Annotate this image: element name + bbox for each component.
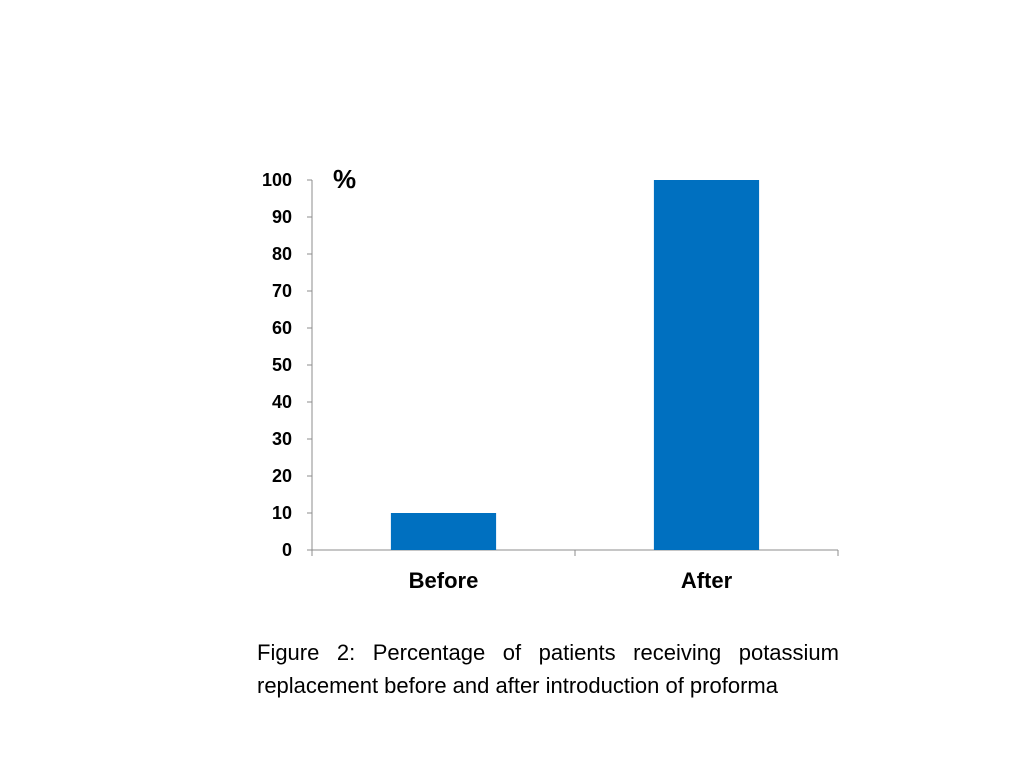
y-tick-label: 10 xyxy=(272,503,292,523)
bar-after xyxy=(653,180,760,550)
y-tick-label: 20 xyxy=(272,466,292,486)
y-tick-label: 40 xyxy=(272,392,292,412)
y-tick-label: 30 xyxy=(272,429,292,449)
y-tick-label: 50 xyxy=(272,355,292,375)
y-tick-label: 90 xyxy=(272,207,292,227)
y-tick-label: 100 xyxy=(262,170,292,190)
chart-labels: 0 10 20 30 40 50 60 70 80 90 100 Before After xyxy=(262,170,733,593)
y-tick-label: 0 xyxy=(282,540,292,560)
figure-caption: Figure 2: Percentage of patients receivi… xyxy=(257,640,839,698)
x-category-label: Before xyxy=(409,568,479,593)
chart-bars xyxy=(390,180,760,550)
x-category-label: After xyxy=(681,568,733,593)
y-tick-label: 60 xyxy=(272,318,292,338)
y-axis-unit-label: % xyxy=(333,164,356,194)
bar-before xyxy=(390,513,497,550)
y-tick-label: 70 xyxy=(272,281,292,301)
y-tick-label: 80 xyxy=(272,244,292,264)
bar-chart: 0 10 20 30 40 50 60 70 80 90 100 Before After % xyxy=(262,164,839,593)
